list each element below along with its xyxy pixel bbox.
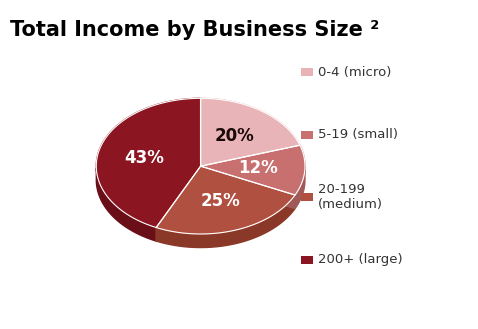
Polygon shape: [156, 166, 201, 241]
Polygon shape: [201, 166, 295, 209]
Polygon shape: [201, 166, 295, 209]
Polygon shape: [201, 145, 305, 195]
Polygon shape: [156, 166, 201, 241]
Text: 43%: 43%: [125, 149, 164, 167]
Text: 0-4 (micro): 0-4 (micro): [318, 66, 391, 79]
Polygon shape: [156, 166, 295, 234]
Text: 20-199
(medium): 20-199 (medium): [318, 183, 383, 212]
Polygon shape: [295, 166, 305, 209]
Text: 25%: 25%: [200, 192, 240, 210]
Polygon shape: [201, 98, 300, 166]
Text: 200+ (large): 200+ (large): [318, 253, 402, 266]
Polygon shape: [96, 98, 201, 228]
Text: 20%: 20%: [215, 127, 254, 145]
Text: 12%: 12%: [238, 160, 278, 177]
Text: Total Income by Business Size ²: Total Income by Business Size ²: [10, 20, 379, 40]
Polygon shape: [97, 168, 156, 241]
Polygon shape: [156, 195, 295, 247]
Text: 5-19 (small): 5-19 (small): [318, 128, 398, 141]
